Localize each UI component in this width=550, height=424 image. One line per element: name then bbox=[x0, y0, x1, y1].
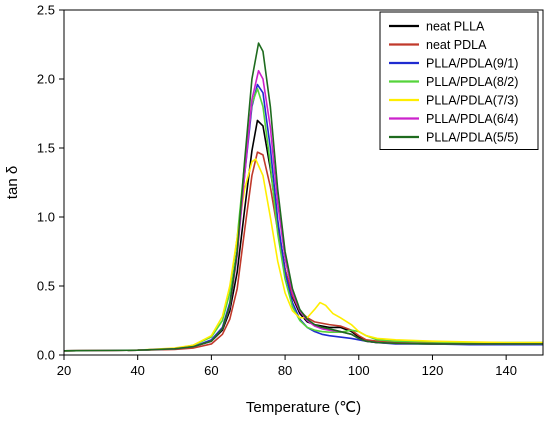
y-tick-label: 2.0 bbox=[37, 72, 55, 87]
y-tick-label: 2.5 bbox=[37, 3, 55, 18]
x-axis-title: Temperature (℃) bbox=[246, 399, 361, 416]
y-axis-title: tan δ bbox=[4, 166, 21, 199]
series-line-5 bbox=[63, 158, 543, 352]
y-tick-label: 1.0 bbox=[37, 210, 55, 225]
x-tick-label: 20 bbox=[57, 363, 71, 378]
x-tick-label: 80 bbox=[278, 363, 292, 378]
legend-label: neat PLLA bbox=[426, 20, 485, 34]
x-tick-label: 120 bbox=[422, 363, 444, 378]
legend-label: PLLA/PDLA(5/5) bbox=[426, 131, 518, 145]
x-tick-label: 140 bbox=[495, 363, 517, 378]
legend-label: PLLA/PDLA(8/2) bbox=[426, 75, 518, 89]
x-axis: 20 40 60 80 100 120 140 bbox=[57, 355, 517, 378]
y-axis: 0.0 0.5 1.0 1.5 2.0 2.5 bbox=[37, 3, 64, 363]
y-tick-label: 0.5 bbox=[37, 279, 55, 294]
series-lines bbox=[63, 42, 543, 352]
legend-label: neat PDLA bbox=[426, 38, 487, 52]
x-tick-label: 100 bbox=[348, 363, 370, 378]
x-tick-label: 60 bbox=[204, 363, 218, 378]
x-tick-label: 40 bbox=[130, 363, 144, 378]
y-tick-label: 1.5 bbox=[37, 141, 55, 156]
series-line-4 bbox=[63, 87, 543, 352]
series-line-2 bbox=[63, 151, 543, 352]
y-tick-label: 0.0 bbox=[37, 348, 55, 363]
legend-label: PLLA/PDLA(7/3) bbox=[426, 94, 518, 108]
legend-label: PLLA/PDLA(6/4) bbox=[426, 112, 518, 126]
plot-area bbox=[63, 9, 544, 356]
series-line-7 bbox=[63, 42, 543, 352]
legend-label: PLLA/PDLA(9/1) bbox=[426, 57, 518, 71]
legend: neat PLLA neat PDLA PLLA/PDLA(9/1) PLLA/PDL… bbox=[379, 11, 539, 150]
